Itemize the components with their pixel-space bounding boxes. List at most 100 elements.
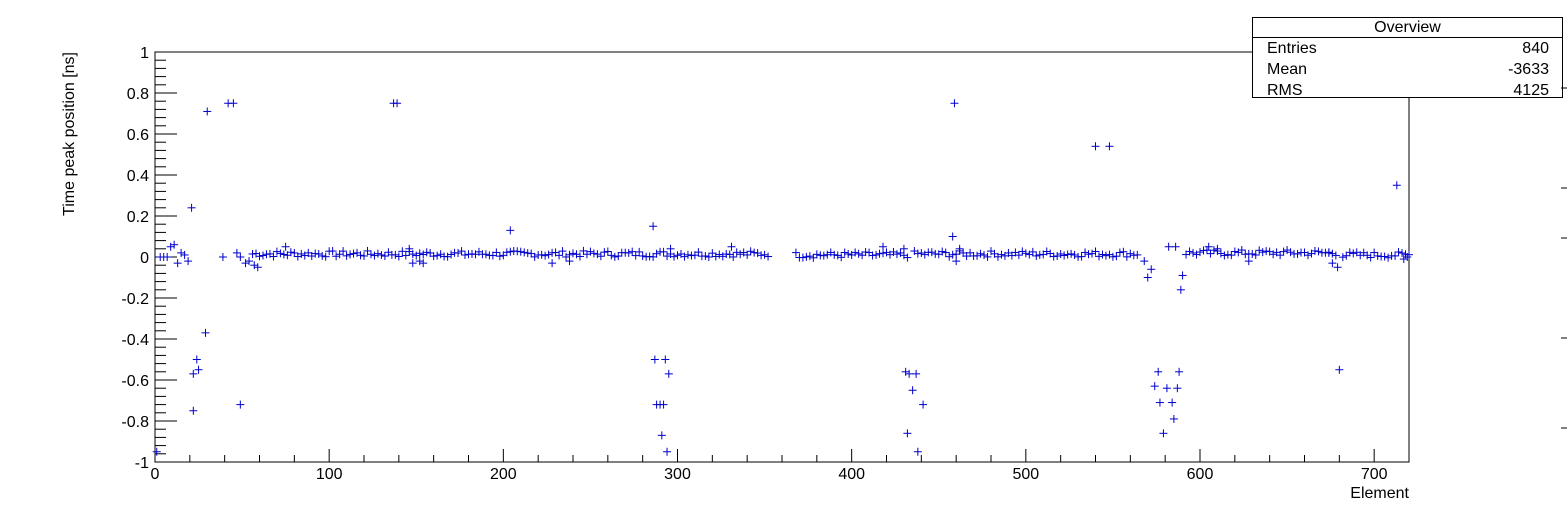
data-point-outlier [1143, 273, 1152, 282]
data-point [492, 248, 501, 257]
data-point [569, 249, 577, 258]
data-point [1255, 246, 1264, 255]
data-point [973, 251, 982, 260]
data-point [1251, 250, 1260, 259]
stats-row-mean: Mean -3633 [1253, 59, 1562, 80]
data-point [791, 248, 800, 257]
data-point [377, 250, 386, 259]
data-point [736, 250, 745, 259]
data-point-outlier [393, 99, 402, 108]
data-point-outlier [506, 226, 515, 235]
data-point [506, 247, 515, 256]
data-point-outlier [1204, 242, 1213, 251]
data-point [537, 250, 546, 259]
data-point [1101, 251, 1110, 260]
data-point [851, 248, 860, 257]
data-point-outlier [1169, 414, 1178, 423]
x-tick-label: 500 [1012, 466, 1039, 483]
data-point [600, 248, 609, 257]
data-point-outlier [236, 400, 245, 409]
data-point [541, 251, 550, 260]
data-point [572, 250, 581, 259]
data-point [875, 249, 884, 258]
data-point [812, 250, 821, 259]
data-point [586, 247, 595, 256]
data-point [1028, 247, 1037, 256]
data-point [1091, 247, 1100, 256]
data-point-outlier [952, 257, 961, 266]
data-point [624, 248, 633, 257]
data-point-outlier [661, 355, 670, 364]
data-point-outlier [281, 242, 290, 251]
stats-row-rms: RMS 4125 [1253, 80, 1562, 101]
data-point [1196, 248, 1204, 257]
data-point-outlier [1176, 285, 1185, 294]
data-point [1042, 247, 1051, 256]
data-point [1206, 249, 1215, 258]
x-tick-label: 400 [838, 466, 865, 483]
data-point [1380, 252, 1389, 261]
data-point [1405, 250, 1413, 259]
data-point [314, 250, 323, 259]
data-point [356, 251, 365, 260]
data-point-outlier [405, 244, 414, 253]
data-point [868, 251, 877, 260]
data-point [332, 252, 341, 261]
data-point [715, 250, 724, 259]
data-point [729, 252, 738, 261]
data-point [523, 249, 532, 258]
data-point [941, 248, 950, 257]
data-point [1286, 248, 1295, 257]
data-point [976, 249, 985, 258]
data-point [1202, 246, 1211, 255]
data-point [1185, 247, 1194, 256]
data-point-outlier [166, 242, 175, 251]
data-point-outlier [1335, 365, 1344, 374]
data-point [544, 250, 553, 259]
data-point [704, 252, 713, 261]
data-point [1349, 249, 1358, 258]
data-point-outlier [727, 242, 736, 251]
data-point [635, 247, 644, 256]
x-tick-label: 100 [316, 466, 343, 483]
data-point-outlier [1333, 263, 1342, 272]
data-point [1262, 247, 1271, 256]
data-point [415, 249, 424, 258]
data-point [1094, 252, 1103, 261]
data-point [562, 252, 571, 261]
data-point [363, 246, 372, 255]
edge-tick-fragment [1561, 87, 1567, 429]
data-point [1119, 247, 1128, 256]
data-point [892, 250, 901, 259]
x-tick-label: 300 [664, 466, 691, 483]
data-point [1115, 248, 1124, 257]
data-point [844, 249, 853, 258]
data-point [373, 249, 382, 258]
data-point [1328, 249, 1337, 258]
data-point [349, 249, 358, 258]
data-point [530, 252, 539, 261]
data-point [279, 250, 288, 259]
data-point [1283, 246, 1292, 255]
data-point [802, 252, 811, 261]
data-point-outlier [548, 259, 557, 268]
data-point [840, 248, 849, 257]
data-point [436, 250, 445, 259]
data-point [1394, 248, 1403, 257]
data-point [1342, 251, 1351, 260]
data-point [269, 252, 278, 261]
data-point-outlier [1154, 367, 1163, 376]
y-tick-label: 0.8 [127, 86, 149, 103]
data-point-outlier [1328, 259, 1337, 268]
data-point [1279, 247, 1288, 256]
data-point [290, 248, 299, 257]
data-point [1021, 249, 1030, 258]
data-point [1077, 252, 1086, 261]
data-point-outlier [173, 259, 182, 268]
data-point [872, 250, 881, 259]
data-point [1053, 251, 1062, 260]
data-point [342, 251, 351, 260]
stats-value: 4125 [1513, 82, 1549, 99]
data-point [659, 247, 668, 256]
